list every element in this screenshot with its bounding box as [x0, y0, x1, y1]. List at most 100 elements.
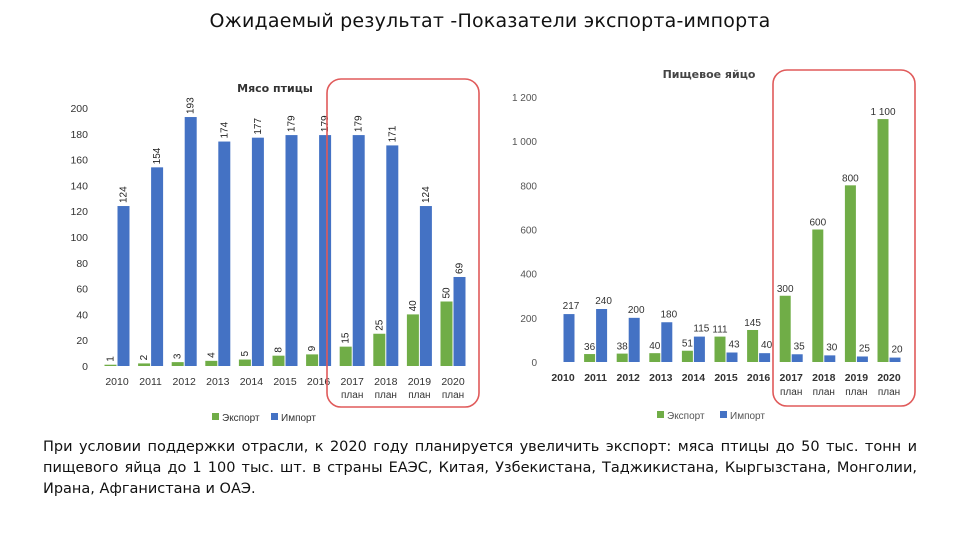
chart2-export-data-label: 38	[617, 342, 629, 353]
chart1-export-data-label: 50	[442, 287, 453, 299]
chart2-export-bar	[681, 350, 693, 362]
chart2-category-label: 2015	[714, 372, 738, 384]
chart2-legend-export: Экспорт	[667, 411, 705, 422]
chart2-export-bar	[779, 295, 791, 362]
chart2-category-sublabel: план	[878, 387, 900, 398]
chart1-export-bar	[205, 360, 218, 366]
chart1-import-bar	[151, 167, 164, 366]
caption-text: При условии поддержки отрасли, к 2020 го…	[43, 439, 917, 497]
chart2-import-bar	[759, 353, 771, 362]
chart1-import-data-label: 177	[253, 118, 264, 135]
chart1-import-data-label: 179	[320, 115, 331, 132]
chart1-import-bar	[319, 135, 332, 366]
chart1-ytick-label: 20	[76, 335, 88, 347]
chart1-export-bar	[373, 333, 386, 366]
chart1-export-bar	[306, 354, 319, 366]
chart1-import-data-label: 124	[421, 186, 432, 203]
chart1-import-data-label: 179	[287, 115, 298, 132]
chart1-category-label: 2020	[441, 376, 465, 388]
chart1-ytick-label: 60	[76, 284, 88, 296]
chart1-category-sublabel: план	[442, 390, 464, 401]
chart2-category-label: 2017	[780, 372, 804, 384]
chart1-category-label: 2018	[374, 376, 398, 388]
chart1-import-data-label: 179	[354, 115, 365, 132]
chart1-import-bar	[285, 135, 298, 366]
chart2-category-label: 2018	[812, 372, 836, 384]
chart1-category-sublabel: план	[408, 390, 430, 401]
chart1-import-data-label: 193	[186, 97, 197, 114]
chart2-import-data-label: 217	[563, 301, 580, 312]
chart2-export-bar	[747, 329, 759, 362]
chart2-import-bar	[824, 355, 836, 362]
chart1-export-data-label: 25	[374, 319, 385, 331]
chart1-export-data-label: 1	[106, 356, 117, 362]
chart2-highlight-frame	[772, 69, 916, 407]
chart2-export-data-label: 111	[712, 325, 728, 336]
chart2-export-bar	[877, 119, 889, 362]
chart2-category-label: 2012	[617, 372, 641, 384]
chart1-ytick-label: 140	[70, 180, 88, 192]
chart2-import-bar	[693, 336, 705, 362]
chart2-ytick-label: 800	[520, 181, 537, 192]
chart2-import-data-label: 40	[761, 340, 773, 351]
chart2-import-data-label: 240	[595, 296, 612, 307]
chart1-legend-export: Экспорт	[222, 413, 260, 424]
chart1-category-label: 2015	[273, 376, 297, 388]
chart1-export-bar	[238, 359, 251, 366]
chart1-category-label: 2016	[307, 376, 331, 388]
chart2-category-label: 2014	[682, 372, 706, 384]
chart1-category-sublabel: план	[341, 390, 363, 401]
chart1-ytick-label: 200	[70, 103, 88, 115]
chart1-import-bar	[117, 206, 130, 366]
chart2-ytick-label: 600	[520, 226, 537, 237]
chart1-export-data-label: 15	[341, 332, 352, 344]
chart1-ytick-label: 80	[76, 258, 88, 270]
chart1-ytick-label: 0	[82, 361, 88, 373]
chart2-import-data-label: 25	[859, 343, 871, 354]
chart1-export-bar	[138, 363, 151, 366]
chart1-export-bar	[104, 364, 117, 366]
chart2-legend-swatch-import	[720, 411, 727, 418]
chart1-export-data-label: 3	[173, 353, 184, 359]
chart2-export-data-label: 36	[584, 342, 596, 353]
chart1-export-data-label: 9	[307, 345, 318, 351]
chart1-category-label: 2013	[206, 376, 230, 388]
chart2-import-bar	[726, 352, 738, 362]
chart1-title: Мясо птицы	[237, 82, 313, 95]
chart1-highlight-frame	[326, 78, 480, 408]
chart2-category-label: 2020	[877, 372, 901, 384]
chart1-category-label: 2011	[139, 376, 162, 388]
chart2-import-data-label: 20	[891, 345, 903, 356]
chart2-import-data-label: 200	[628, 305, 645, 316]
chart2-export-data-label: 600	[809, 218, 826, 229]
chart1-export-bar	[272, 355, 285, 366]
chart2-legend-swatch-export	[657, 411, 664, 418]
chart1-import-bar	[386, 145, 399, 366]
chart2-import-data-label: 180	[660, 309, 677, 320]
chart2-title: Пищевое яйцо	[663, 68, 756, 81]
chart1-export-bar	[339, 346, 352, 366]
chart2-import-bar	[628, 317, 640, 362]
chart2-export-data-label: 800	[842, 173, 859, 184]
chart2-category-label: 2016	[747, 372, 771, 384]
chart2-ytick-label: 400	[520, 270, 537, 281]
chart2-export-data-label: 51	[682, 339, 694, 350]
chart1-ytick-label: 100	[70, 232, 88, 244]
chart1-import-data-label: 154	[152, 147, 163, 164]
chart2-export-data-label: 300	[777, 284, 794, 295]
chart2-export-data-label: 1 100	[870, 107, 895, 118]
chart1-import-bar	[352, 135, 365, 366]
chart1-category-label: 2010	[105, 376, 129, 388]
chart2-legend-import: Импорт	[730, 411, 765, 422]
chart2-category-label: 2011	[584, 372, 607, 384]
chart1-ytick-label: 180	[70, 129, 88, 141]
chart2-category-sublabel: план	[845, 387, 867, 398]
chart1-import-data-label: 124	[119, 186, 130, 203]
chart2-export-bar	[649, 353, 661, 362]
chart1-export-data-label: 2	[139, 354, 150, 360]
chart2-export-bar	[714, 336, 726, 362]
chart1-import-data-label: 171	[387, 125, 398, 142]
chart2-ytick-label: 1 000	[512, 137, 537, 148]
chart2-export-bar	[616, 353, 628, 362]
